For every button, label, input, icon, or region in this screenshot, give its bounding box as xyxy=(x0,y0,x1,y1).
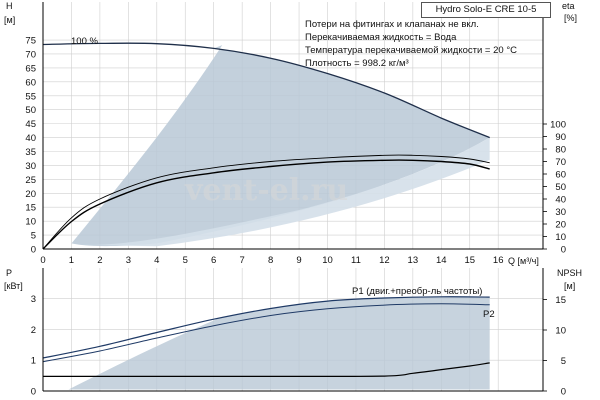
tick-labels: 0 1 2 3 4 5 6 7 8 9 10 11 12 13 14 15 160510152025303540… xyxy=(25,36,566,398)
eta-tick-label: 50 xyxy=(555,182,566,193)
h-tick-label: 45 xyxy=(25,119,36,130)
h-tick-label: 70 xyxy=(25,49,36,60)
h-tick-label: 15 xyxy=(25,203,36,214)
bottom-y-right-unit: [м] xyxy=(564,281,575,291)
eta-tick-label: 90 xyxy=(555,132,566,143)
eta-tick-label: 30 xyxy=(555,207,566,218)
p2-label: P2 xyxy=(483,309,495,320)
top-operating-area xyxy=(71,45,490,247)
x-tick-label: 10 xyxy=(322,255,333,266)
x-tick-label: 4 xyxy=(154,255,159,266)
eta-tick-label: 0 xyxy=(561,245,566,256)
note-temperature: Температура перекачиваемой жидкости = 20… xyxy=(305,45,517,56)
bottom-y-right-label: NPSH xyxy=(557,268,582,278)
x-tick-label: 9 xyxy=(296,255,301,266)
operating-range-areas xyxy=(68,45,490,390)
bottom-y-left-unit: [кВт] xyxy=(4,281,23,291)
p-tick-label: 1 xyxy=(31,356,36,367)
h-tick-label: 35 xyxy=(25,147,36,158)
x-tick-label: 5 xyxy=(183,255,188,266)
x-tick-label: 14 xyxy=(436,255,447,266)
h-tick-label: 25 xyxy=(25,175,36,186)
performance-curves xyxy=(42,42,490,377)
curve-label-100-percent: 100 % xyxy=(71,36,98,47)
h-tick-label: 60 xyxy=(25,77,36,88)
x-tick-label: 3 xyxy=(126,255,131,266)
npsh-tick-label: 5 xyxy=(561,356,566,367)
eta-tick-label: 40 xyxy=(555,195,566,206)
bottom-operating-area xyxy=(68,296,490,390)
x-tick-label: 15 xyxy=(464,255,475,266)
h-tick-label: 40 xyxy=(25,133,36,144)
curve-head-100-percent xyxy=(42,42,490,139)
top-y-right-label: eta xyxy=(562,1,575,11)
h-tick-label: 30 xyxy=(25,161,36,172)
chart-title: Hydro Solo-E CRE 10-5 xyxy=(421,2,551,18)
curve-npsh xyxy=(43,362,490,377)
h-tick-label: 5 xyxy=(31,231,36,242)
note-fittings: Потери на фитингах и клапанах не вкл. xyxy=(305,19,479,30)
curve-efficiency-1 xyxy=(42,154,490,250)
top-y-right-unit: [%] xyxy=(564,13,577,23)
h-tick-label: 65 xyxy=(25,63,36,74)
x-tick-label: 7 xyxy=(240,255,245,266)
x-tick-label: 11 xyxy=(351,255,361,266)
x-tick-label: 6 xyxy=(211,255,216,266)
x-tick-label: 0 xyxy=(40,255,45,266)
bottom-y-left-label: P xyxy=(6,268,12,278)
watermark: vent-el.ru xyxy=(184,173,348,208)
p-tick-label: 3 xyxy=(31,294,36,305)
h-tick-label: 0 xyxy=(31,245,36,256)
curve-p2 xyxy=(42,303,490,363)
npsh-tick-label: 0 xyxy=(561,387,566,398)
top-y-left-unit: [м] xyxy=(4,15,15,25)
eta-tick-label: 60 xyxy=(555,170,566,181)
x-tick-label: 13 xyxy=(408,255,419,266)
h-tick-label: 75 xyxy=(25,36,36,47)
h-tick-label: 20 xyxy=(25,189,36,200)
p-tick-label: 0 xyxy=(31,387,36,398)
note-liquid: Перекачиваемая жидкость = Вода xyxy=(305,32,457,43)
note-density: Плотность = 998.2 кг/м³ xyxy=(305,58,409,69)
x-axis-unit-label: Q [м³/ч] xyxy=(508,256,539,266)
x-tick-label: 12 xyxy=(379,255,390,266)
curve-efficiency-2 xyxy=(42,159,490,250)
eta-tick-label: 80 xyxy=(555,145,566,156)
h-tick-label: 50 xyxy=(25,105,36,116)
top-y-left-label: H xyxy=(6,1,13,11)
eta-tick-label: 70 xyxy=(555,157,566,168)
eta-tick-label: 100 xyxy=(550,120,566,131)
x-tick-label: 2 xyxy=(97,255,102,266)
p1-label: P1 (двиг.+преобр-ль частоты) xyxy=(352,286,482,297)
eta-tick-label: 20 xyxy=(555,220,566,231)
curve-p1 xyxy=(42,296,490,359)
h-tick-label: 10 xyxy=(25,217,36,228)
x-tick-label: 8 xyxy=(268,255,273,266)
h-tick-label: 55 xyxy=(25,91,36,102)
top-operating-area-lower-band xyxy=(77,137,490,247)
eta-tick-label: 10 xyxy=(555,232,566,243)
p-tick-label: 2 xyxy=(31,325,36,336)
npsh-tick-label: 15 xyxy=(555,295,566,306)
chart-axes xyxy=(42,2,547,392)
x-tick-label: 16 xyxy=(493,255,504,266)
npsh-tick-label: 10 xyxy=(555,326,566,337)
x-tick-label: 1 xyxy=(69,255,74,266)
